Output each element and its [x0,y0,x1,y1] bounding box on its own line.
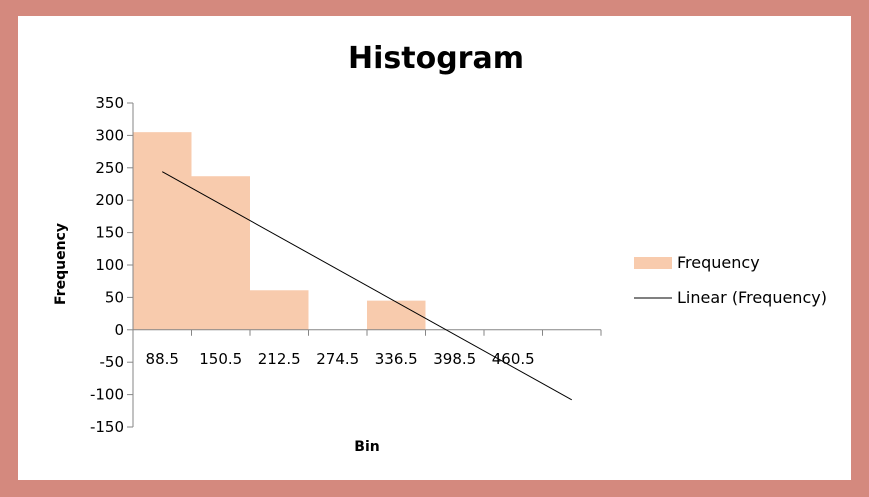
legend-label-frequency: Frequency [677,253,760,272]
x-tick-label: 460.5 [492,350,535,368]
y-tick-label: 200 [95,191,124,209]
legend-swatch-frequency [634,257,672,269]
trendline-linear-frequency [162,171,572,401]
bar-0 [133,132,192,330]
x-tick-label: 274.5 [316,350,359,368]
y-tick-label: 300 [95,126,124,144]
bar-2 [250,290,309,330]
x-tick-label: 150.5 [199,350,242,368]
trendline-layer [162,171,572,401]
chart-title: Histogram [348,41,524,76]
y-tick-label: 50 [105,288,124,306]
y-tick-label: 350 [95,94,124,112]
legend: Frequency Linear (Frequency) [634,253,827,307]
x-axis-title: Bin [354,439,379,455]
y-axis-title: Frequency [53,223,69,305]
y-tick-label: 150 [95,224,124,242]
bar-4 [367,300,426,330]
y-tick-label: 0 [114,321,124,339]
y-tick-label: 250 [95,159,124,177]
x-tick-label: 398.5 [433,350,476,368]
y-tick-label: -100 [90,386,124,404]
y-tick-label: -150 [90,418,124,436]
y-tick-label: 100 [95,256,124,274]
x-tick-label: 88.5 [146,350,179,368]
x-tick-label: 212.5 [258,350,301,368]
legend-label-linear-frequency: Linear (Frequency) [677,288,827,307]
bars-layer [133,132,426,330]
axes-layer: -150 -100 -50 0 50 100 150 200 250 300 350 88.5 150.… [90,94,602,436]
chart-frame: Histogram -150 -100 -50 0 50 100 150 200 250 300 3… [18,16,851,480]
histogram-chart: Histogram -150 -100 -50 0 50 100 150 200 250 300 3… [53,41,827,455]
y-tick-label: -50 [100,353,125,371]
x-tick-label: 336.5 [375,350,418,368]
bar-1 [191,176,250,330]
